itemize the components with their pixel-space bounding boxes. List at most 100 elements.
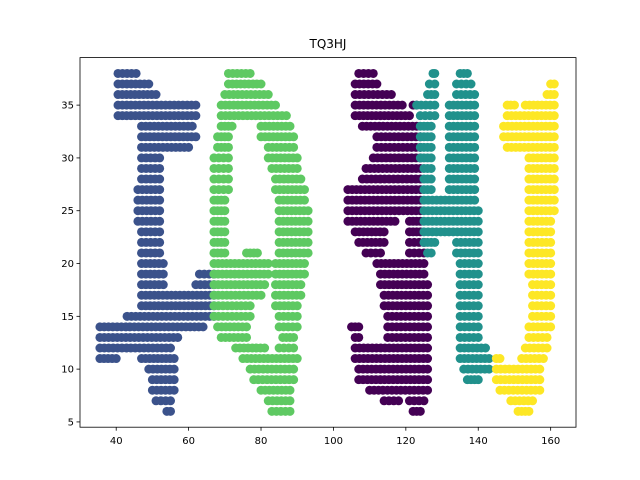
data-point (242, 322, 252, 332)
data-point (299, 269, 309, 279)
data-point (546, 216, 556, 226)
data-point (372, 79, 382, 89)
data-point (263, 259, 273, 269)
data-point (426, 248, 436, 258)
x-tick-label: 60 (182, 436, 195, 447)
data-point (462, 68, 472, 78)
data-point (303, 248, 313, 258)
data-point (470, 185, 480, 195)
data-point (430, 68, 440, 78)
data-point (173, 332, 183, 342)
data-point (289, 132, 299, 142)
data-point (535, 375, 545, 385)
data-point (546, 311, 556, 321)
data-point (191, 111, 201, 121)
data-point (470, 121, 480, 131)
data-point (542, 343, 552, 353)
data-point (292, 354, 302, 364)
data-point (524, 406, 534, 416)
data-point (111, 354, 121, 364)
x-axis-ticks: 40 60 80 100 120 140 160 (110, 427, 560, 447)
data-point (187, 121, 197, 131)
data-point (263, 90, 273, 100)
data-point (158, 280, 168, 290)
data-point (155, 195, 165, 205)
data-point (169, 375, 179, 385)
data-point (166, 343, 176, 353)
x-tick-label: 120 (396, 436, 415, 447)
data-point (166, 396, 176, 406)
data-point (227, 121, 237, 131)
data-point (473, 227, 483, 237)
data-point (470, 153, 480, 163)
data-point (260, 343, 270, 353)
data-point (430, 237, 440, 247)
data-point (473, 259, 483, 269)
data-point (285, 385, 295, 395)
data-point (242, 332, 252, 342)
data-point (299, 259, 309, 269)
data-point (484, 354, 494, 364)
data-point (419, 396, 429, 406)
data-point (546, 280, 556, 290)
data-point (155, 237, 165, 247)
axes-frame (79, 57, 577, 428)
data-point (155, 248, 165, 258)
data-point (549, 132, 559, 142)
y-tick-label: 30 (61, 153, 74, 164)
data-point (509, 100, 519, 110)
data-point (158, 259, 168, 269)
data-point (549, 153, 559, 163)
data-point (546, 237, 556, 247)
data-point (379, 227, 389, 237)
data-point (546, 269, 556, 279)
data-point (470, 195, 480, 205)
data-point (368, 68, 378, 78)
data-point (281, 111, 291, 121)
data-point (223, 153, 233, 163)
data-point (151, 90, 161, 100)
data-point (376, 248, 385, 258)
data-point (169, 354, 179, 364)
data-point (158, 269, 168, 279)
data-point (252, 248, 262, 258)
series-H (412, 68, 494, 385)
data-point (546, 248, 556, 258)
series-T (95, 68, 219, 416)
data-point (426, 121, 436, 131)
data-point (256, 79, 266, 89)
data-point (535, 364, 545, 374)
data-point (546, 290, 556, 300)
data-point (419, 259, 429, 269)
data-point (473, 301, 483, 311)
data-point (473, 322, 483, 332)
data-point (394, 396, 404, 406)
data-point (299, 185, 309, 195)
y-tick-label: 15 (61, 312, 74, 323)
data-point (426, 142, 436, 152)
data-point (191, 100, 201, 110)
data-point (430, 111, 440, 121)
data-point (390, 216, 400, 226)
data-point (220, 216, 230, 226)
data-point (155, 185, 165, 195)
data-point (271, 100, 280, 110)
data-point (426, 174, 436, 184)
data-point (289, 364, 299, 374)
data-point (169, 364, 179, 374)
data-point (549, 195, 559, 205)
data-point (220, 237, 230, 247)
data-point (220, 248, 230, 258)
series-J (491, 79, 559, 416)
data-point (155, 163, 165, 173)
data-point (470, 90, 480, 100)
data-point (430, 100, 440, 110)
data-point (303, 216, 313, 226)
x-tick-label: 100 (324, 436, 343, 447)
data-point (184, 142, 194, 152)
data-point (379, 237, 389, 247)
data-point (426, 153, 436, 163)
data-point (155, 206, 165, 216)
data-point (549, 121, 559, 131)
